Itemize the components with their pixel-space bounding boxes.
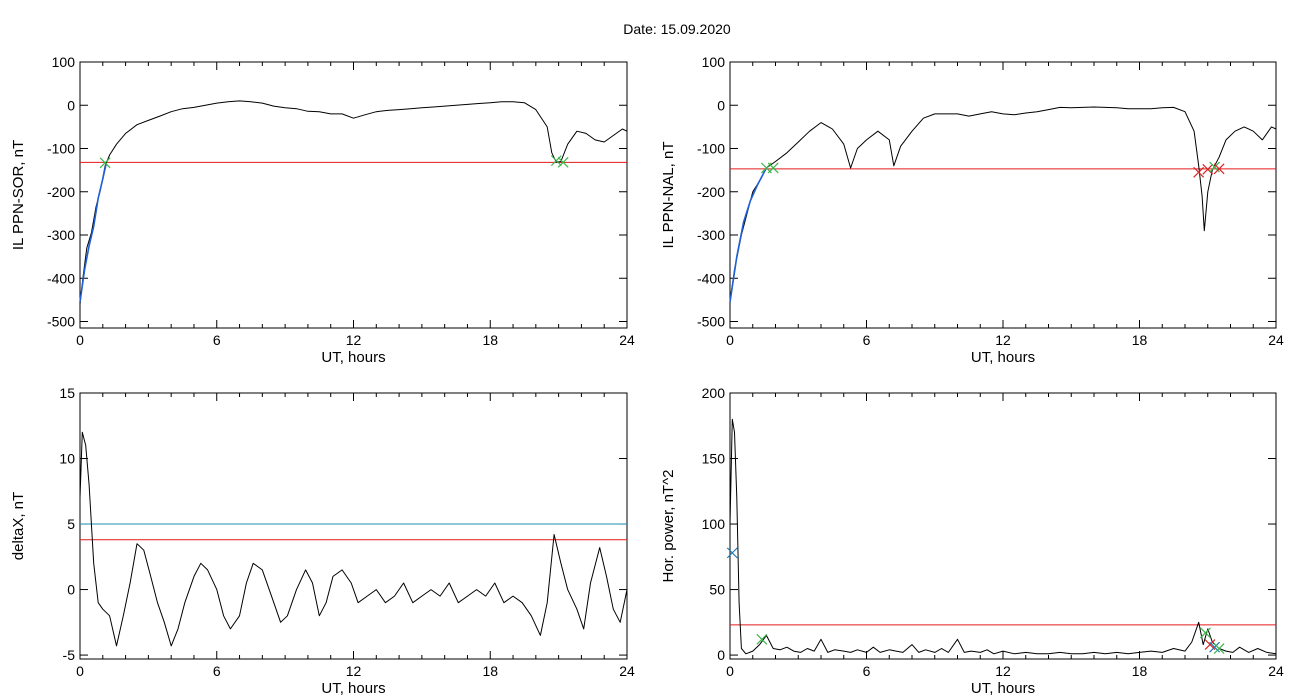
y-tick-label: -300 — [47, 227, 75, 243]
series-line-blue — [729, 167, 768, 303]
x-axis-label: UT, hours — [321, 349, 385, 366]
series-line-black — [79, 100, 628, 305]
x-tick-label: 24 — [1268, 663, 1284, 679]
y-tick-label: 0 — [717, 97, 725, 113]
x-tick-label: 0 — [726, 332, 734, 348]
y-tick-label: 50 — [709, 582, 725, 598]
x-axis-label: UT, hours — [321, 680, 385, 697]
event-marker-red — [1193, 166, 1205, 178]
x-tick-label: 18 — [482, 332, 498, 348]
y-tick-label: -500 — [697, 314, 725, 330]
y-tick-label: 200 — [702, 385, 726, 401]
y-tick-label: 0 — [67, 582, 75, 598]
x-tick-label: 18 — [482, 663, 498, 679]
y-tick-label: -100 — [697, 141, 725, 157]
figure-title: Date: 15.09.2020 — [623, 21, 731, 37]
x-axis-label: UT, hours — [971, 680, 1035, 697]
event-marker-green — [1200, 627, 1211, 639]
x-tick-label: 24 — [619, 663, 635, 679]
y-tick-label: -100 — [47, 141, 75, 157]
x-tick-label: 18 — [1132, 663, 1148, 679]
x-tick-label: 12 — [346, 663, 362, 679]
panel-top-right: 0 6 12 18 24 -500 -400 -300 -200 -100 0 100 UT, hour… — [660, 54, 1284, 366]
y-tick-label: -300 — [697, 227, 725, 243]
y-tick-label: 0 — [717, 647, 725, 663]
plot-frame — [79, 61, 628, 329]
y-tick-label: -200 — [697, 184, 725, 200]
event-marker-green — [767, 162, 779, 174]
event-marker-green — [99, 157, 111, 169]
x-tick-label: 6 — [863, 332, 871, 348]
x-tick-label: 0 — [726, 663, 734, 679]
y-tick-label: -400 — [47, 270, 75, 286]
x-tick-label: 12 — [995, 332, 1011, 348]
event-marker-red — [1213, 163, 1225, 175]
x-axis-label: UT, hours — [971, 349, 1035, 366]
y-tick-label: 150 — [702, 451, 726, 467]
x-tick-label: 6 — [863, 663, 871, 679]
y-axis-label: deltaX, nT — [10, 492, 27, 560]
x-tick-label: 12 — [995, 663, 1011, 679]
x-tick-label: 6 — [213, 663, 221, 679]
y-tick-label: 100 — [702, 54, 726, 70]
plot-frame — [729, 392, 1277, 660]
y-axis-label: IL PPN-NAL, nT — [660, 142, 677, 249]
y-tick-label: -500 — [47, 314, 75, 330]
event-marker-green — [1213, 643, 1225, 654]
plot-frame — [79, 392, 628, 660]
y-tick-label: 100 — [702, 516, 726, 532]
x-tick-label: 18 — [1132, 332, 1148, 348]
event-marker-blue — [726, 547, 738, 559]
series-line-blue — [79, 163, 107, 303]
panel-top-left: 0 6 12 18 24 -500 -400 -300 -200 -100 0 100 UT, hour… — [10, 54, 635, 366]
x-tick-label: 0 — [76, 332, 84, 348]
series-line-black — [729, 106, 1277, 303]
y-tick-label: -5 — [63, 647, 76, 663]
x-tick-label: 12 — [346, 332, 362, 348]
event-marker-green — [550, 155, 562, 167]
x-tick-label: 6 — [213, 332, 221, 348]
panel-bottom-right: 0 6 12 18 24 0 50 100 150 200 UT, hours Hor. power,… — [660, 385, 1284, 697]
x-tick-label: 24 — [619, 332, 635, 348]
y-tick-label: 100 — [52, 54, 76, 70]
event-marker-green — [557, 156, 569, 168]
plot-frame — [729, 61, 1277, 329]
x-tick-label: 24 — [1268, 332, 1284, 348]
y-tick-label: -200 — [47, 184, 75, 200]
event-marker-green — [756, 633, 768, 645]
y-tick-label: 5 — [67, 516, 75, 532]
y-tick-label: 10 — [59, 451, 75, 467]
series-line-black — [79, 431, 628, 647]
y-tick-label: -400 — [697, 270, 725, 286]
y-axis-label: Hor. power, nT^2 — [660, 470, 677, 583]
y-tick-label: 0 — [67, 97, 75, 113]
event-marker-red — [1202, 163, 1214, 175]
y-tick-label: 15 — [59, 385, 75, 401]
series-line-black — [729, 418, 1277, 655]
x-tick-label: 0 — [76, 663, 84, 679]
y-axis-label: IL PPN-SOR, nT — [10, 140, 27, 250]
